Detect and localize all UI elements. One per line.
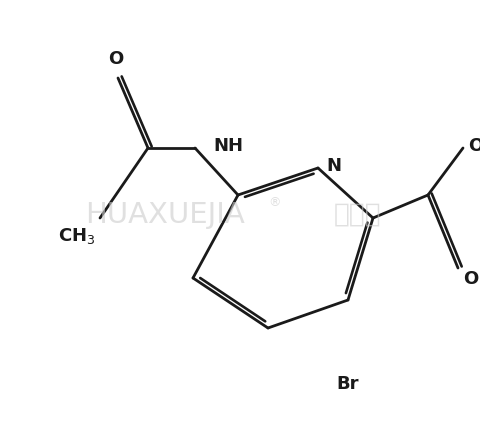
Text: ®: ® bbox=[269, 196, 281, 210]
Text: HUAXUEJIA: HUAXUEJIA bbox=[85, 201, 245, 229]
Text: O: O bbox=[108, 50, 124, 68]
Text: N: N bbox=[326, 157, 341, 175]
Text: OH: OH bbox=[468, 137, 480, 155]
Text: NH: NH bbox=[213, 137, 243, 155]
Text: Br: Br bbox=[337, 375, 359, 393]
Text: 化学加: 化学加 bbox=[334, 202, 382, 228]
Text: CH$_3$: CH$_3$ bbox=[58, 226, 95, 246]
Text: O: O bbox=[463, 270, 478, 288]
